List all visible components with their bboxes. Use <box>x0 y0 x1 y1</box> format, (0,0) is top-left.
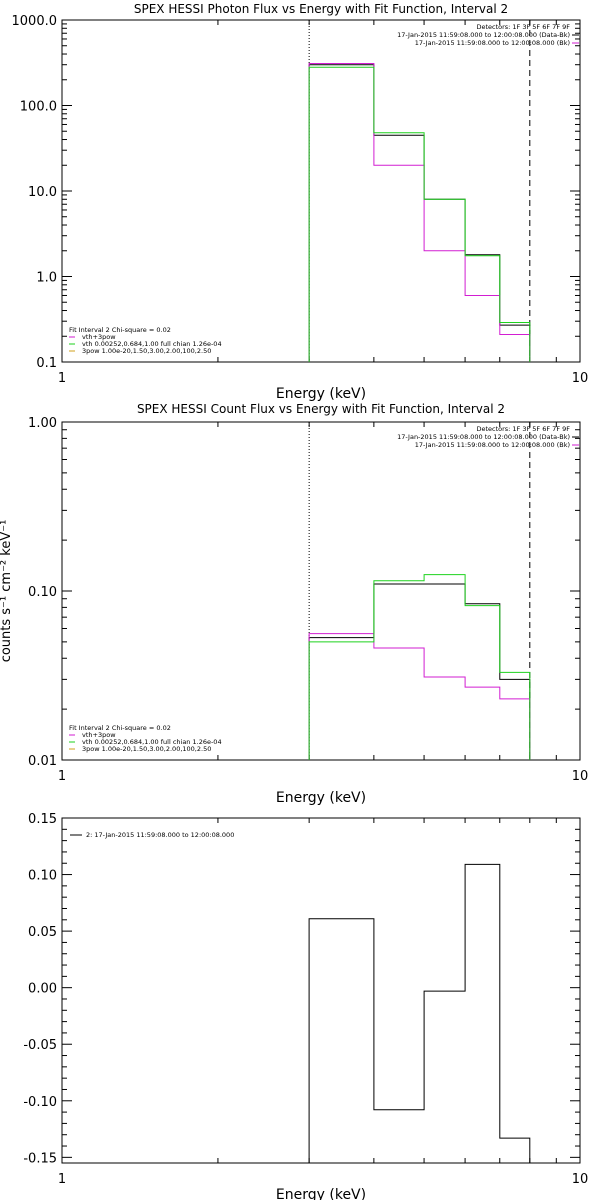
legend-top-entry: 2: 17-Jan-2015 11:59:08.000 to 12:00:08.… <box>86 831 234 839</box>
legend-bottom-entry: Fit Interval 2 Chi-square = 0.02 <box>69 724 171 732</box>
x-tick-label: 10 <box>572 371 589 386</box>
chart-title-1: SPEX HESSI Photon Flux vs Energy with Fi… <box>134 2 508 16</box>
legend-top-entry: Detectors: 1F 3F 5F 6F 7F 9F <box>476 425 570 433</box>
y-tick-label: 1000.0 <box>12 14 58 29</box>
y-tick-label: 0.10 <box>28 869 57 884</box>
series-line-2-3 <box>308 574 531 760</box>
series-line-1-1 <box>308 64 531 362</box>
legend-top-entry: 17-Jan-2015 11:59:08.000 to 12:00:08.000… <box>415 441 570 449</box>
legend-bottom-entry: 3pow 1.00e-20,1.50,3.00,2.00,100,2.50 <box>82 745 211 753</box>
y-tick-label: 10.0 <box>28 185 57 200</box>
legend-top-entry: 17-Jan-2015 11:59:08.000 to 12:00:08.000… <box>397 433 570 441</box>
y-tick-label: 0.15 <box>28 812 57 827</box>
series-line-3-1 <box>308 863 531 1163</box>
series-line-2-2 <box>308 633 531 760</box>
y-tick-label: -0.05 <box>23 1038 57 1053</box>
x-tick-label: 1 <box>58 371 66 386</box>
legend-bottom-entry: vth+3pow <box>82 731 116 739</box>
series-line-1-3 <box>308 66 531 362</box>
y-tick-label: 0.00 <box>28 982 57 997</box>
y-axis-label-2: counts s⁻¹ cm⁻² keV⁻¹ <box>0 520 14 663</box>
legend-bottom-entry: 3pow 1.00e-20,1.50,3.00,2.00,100,2.50 <box>82 347 211 355</box>
legend-top-entry: Detectors: 1F 3F 5F 6F 7F 9F <box>476 23 570 31</box>
y-tick-label: -0.15 <box>23 1151 57 1166</box>
plot-frame-1 <box>61 19 581 363</box>
y-tick-label: 1.00 <box>28 416 57 431</box>
y-tick-label: -0.10 <box>23 1095 57 1110</box>
series-line-1-2 <box>308 63 531 362</box>
legend-bottom-entry: Fit Interval 2 Chi-square = 0.02 <box>69 326 171 334</box>
chart-title-2: SPEX HESSI Count Flux vs Energy with Fit… <box>137 402 505 416</box>
series-line-2-1 <box>308 583 531 760</box>
x-axis-label-3: Energy (keV) <box>276 1187 366 1200</box>
y-tick-label: 0.10 <box>28 585 57 600</box>
plot-frame-2 <box>61 421 581 761</box>
plot-frame-3 <box>61 817 581 1164</box>
x-tick-label: 10 <box>572 1172 589 1187</box>
legend-bottom-entry: vth+3pow <box>82 333 116 341</box>
y-tick-label: 0.05 <box>28 925 57 940</box>
x-tick-label: 1 <box>58 1172 66 1187</box>
y-tick-label: 100.0 <box>20 100 57 115</box>
y-tick-label: 0.1 <box>36 356 57 371</box>
y-tick-label: 0.01 <box>28 754 57 769</box>
x-axis-label-1: Energy (keV) <box>276 386 366 402</box>
legend-bottom-entry: vth 0.00252,0.684,1.00 full chian 1.26e-… <box>82 340 222 348</box>
legend-bottom-entry: vth 0.00252,0.684,1.00 full chian 1.26e-… <box>82 738 222 746</box>
y-tick-label: 1.0 <box>36 271 57 286</box>
legend-top-entry: 17-Jan-2015 11:59:08.000 to 12:00:08.000… <box>397 31 570 39</box>
x-axis-label-2: Energy (keV) <box>276 790 366 806</box>
x-tick-label: 1 <box>58 769 66 784</box>
x-tick-label: 10 <box>572 769 589 784</box>
legend-top-entry: 17-Jan-2015 11:59:08.000 to 12:00:08.000… <box>415 39 570 47</box>
